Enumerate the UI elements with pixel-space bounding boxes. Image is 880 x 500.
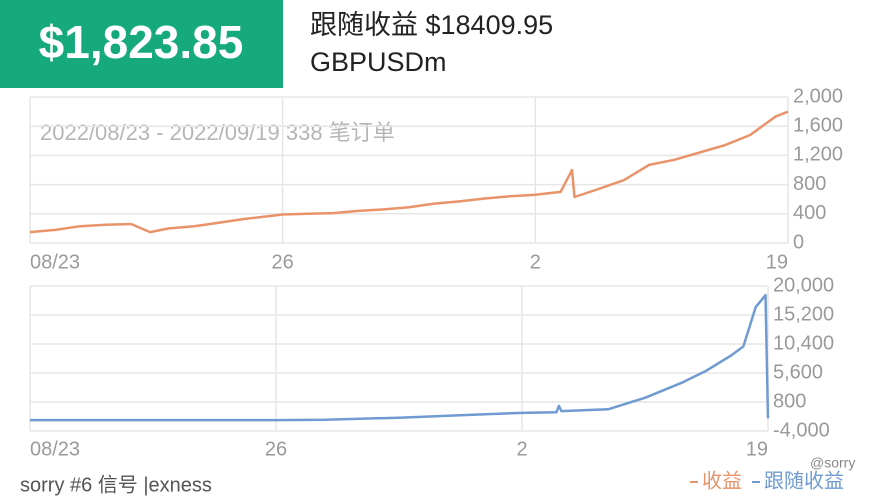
x-tick-label: 08/23: [30, 438, 80, 460]
x-tick-label: 2: [530, 251, 541, 273]
series-line: [29, 110, 789, 234]
amount: $1,823.85: [39, 16, 244, 68]
x-tick-label: 26: [265, 438, 287, 460]
subtitle: 2022/08/23 - 2022/09/19 338 笔订单: [40, 120, 395, 145]
follow-profit: 跟随收益 $18409.95: [310, 10, 553, 40]
x-tick-label: 08/23: [30, 251, 80, 273]
y-tick-label: 400: [793, 202, 826, 224]
y-tick-label: 10,400: [773, 332, 834, 354]
legend-label: 跟随收益: [764, 469, 844, 492]
y-tick-label: 2,000: [793, 85, 843, 107]
legend-label: 收益: [702, 469, 742, 492]
y-tick-label: 5,600: [773, 361, 823, 383]
x-tick-label: 19: [746, 438, 768, 460]
y-tick-label: 800: [793, 173, 826, 195]
y-tick-label: 1,600: [793, 114, 843, 136]
x-tick-label: 26: [272, 251, 294, 273]
signal: sorry #6 信号 |exness: [20, 473, 212, 496]
amount-badge: [0, 0, 283, 88]
symbol: GBPUSDm: [310, 47, 447, 77]
y-tick-label: 20,000: [773, 274, 834, 296]
series-line: [30, 293, 770, 422]
y-tick-label: -4,000: [773, 419, 830, 441]
x-tick-label: 19: [766, 251, 788, 273]
y-tick-label: 15,200: [773, 303, 834, 325]
y-tick-label: 800: [773, 390, 806, 412]
y-tick-label: 1,200: [793, 144, 843, 166]
x-tick-label: 2: [516, 438, 527, 460]
y-tick-label: 0: [793, 231, 804, 253]
watermark: @sorry: [810, 455, 855, 471]
